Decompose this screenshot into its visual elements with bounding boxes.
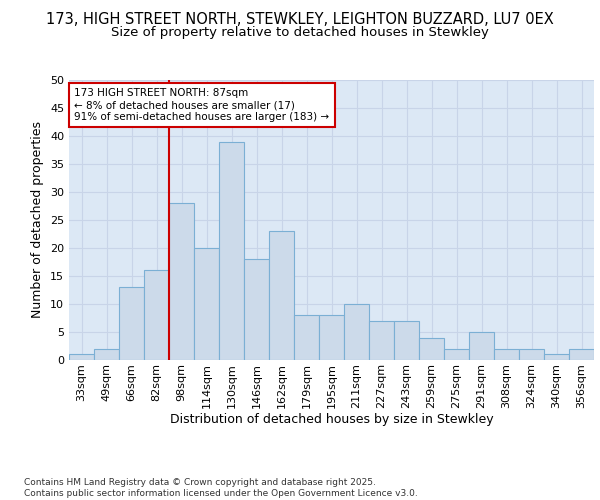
Bar (394, 321, 419, 360)
Bar (494, 349, 519, 360)
Text: 173, HIGH STREET NORTH, STEWKLEY, LEIGHTON BUZZARD, LU7 0EX: 173, HIGH STREET NORTH, STEWKLEY, LEIGHT… (46, 12, 554, 28)
Bar (269, 231, 294, 360)
Bar (444, 349, 469, 360)
Bar (544, 354, 569, 360)
Bar (94, 349, 119, 360)
Bar (169, 203, 194, 360)
Text: 173 HIGH STREET NORTH: 87sqm
← 8% of detached houses are smaller (17)
91% of sem: 173 HIGH STREET NORTH: 87sqm ← 8% of det… (74, 88, 329, 122)
Bar (294, 315, 319, 360)
Bar (519, 349, 544, 360)
Bar (319, 315, 344, 360)
Bar (569, 349, 594, 360)
Bar (69, 354, 94, 360)
Bar (344, 304, 369, 360)
Bar (419, 338, 444, 360)
Text: Size of property relative to detached houses in Stewkley: Size of property relative to detached ho… (111, 26, 489, 39)
Bar (219, 142, 244, 360)
Bar (469, 332, 494, 360)
X-axis label: Distribution of detached houses by size in Stewkley: Distribution of detached houses by size … (170, 414, 493, 426)
Bar (194, 248, 219, 360)
Text: Contains HM Land Registry data © Crown copyright and database right 2025.
Contai: Contains HM Land Registry data © Crown c… (24, 478, 418, 498)
Bar (244, 259, 269, 360)
Bar (369, 321, 394, 360)
Y-axis label: Number of detached properties: Number of detached properties (31, 122, 44, 318)
Bar (119, 287, 144, 360)
Bar (144, 270, 169, 360)
